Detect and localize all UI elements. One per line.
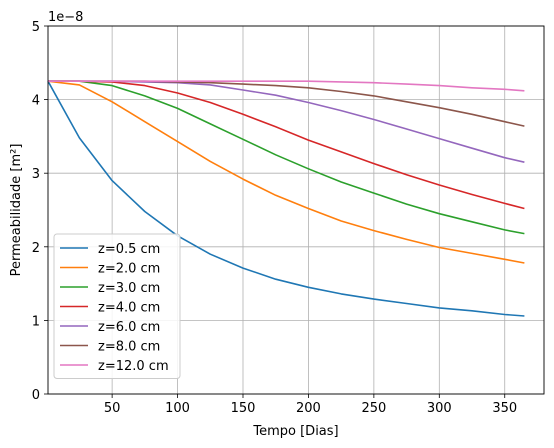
y-tick-label: 0: [32, 388, 40, 403]
legend-label: z=0.5 cm: [98, 242, 160, 257]
legend-label: z=3.0 cm: [98, 281, 160, 296]
legend-box: [53, 233, 181, 379]
ticks: 50 100 150 200 250 300 350 0 1 2 3 4 5: [32, 20, 517, 416]
y-tick-label: 2: [32, 241, 40, 256]
legend-label: z=4.0 cm: [98, 301, 160, 316]
series-line-3: [48, 80, 525, 210]
series-lines: [47, 80, 525, 317]
y-axis-label: Permeabilidade [m²]: [9, 144, 24, 277]
x-tick-label: 250: [361, 401, 386, 416]
legend-label: z=6.0 cm: [98, 320, 160, 335]
series-line-6: [48, 80, 525, 92]
x-tick-label: 150: [231, 401, 256, 416]
legend-label: z=12.0 cm: [98, 359, 169, 374]
x-tick-label: 100: [165, 401, 190, 416]
y-tick-label: 3: [32, 167, 40, 182]
series-line-2: [48, 80, 525, 235]
series-line-1: [47, 80, 525, 264]
offset-text: 1e−8: [48, 10, 83, 25]
x-tick-label: 50: [104, 401, 121, 416]
plot-frame: [47, 25, 545, 395]
legend: z=0.5 cm z=2.0 cm z=3.0 cm z=4.0 cm z=6.0 cm…: [53, 233, 181, 379]
y-tick-label: 1: [32, 314, 40, 329]
series-line-0: [47, 80, 525, 317]
y-tick-label: 4: [32, 94, 40, 109]
x-tick-label: 350: [492, 401, 517, 416]
y-tick-label: 5: [32, 20, 40, 35]
legend-label: z=2.0 cm: [98, 262, 160, 277]
legend-label: z=8.0 cm: [98, 340, 160, 355]
x-tick-label: 300: [427, 401, 452, 416]
x-axis-label: Tempo [Dias]: [252, 424, 338, 439]
x-tick-label: 200: [296, 401, 321, 416]
